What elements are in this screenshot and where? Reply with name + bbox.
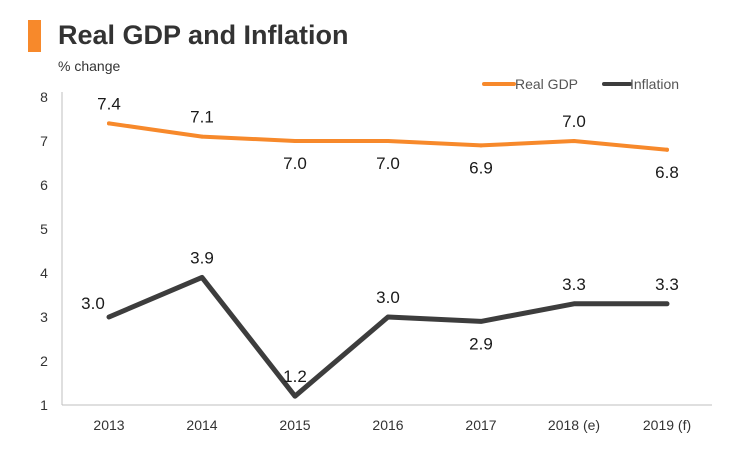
y-axis: 1 2 3 4 5 6 7 8 <box>40 89 63 413</box>
inflation-point <box>572 301 576 306</box>
y-axis-unit-label: % change <box>58 58 121 74</box>
inflation-point <box>107 315 111 319</box>
series-lines <box>106 121 670 399</box>
inflation-point <box>479 319 483 324</box>
x-axis: 2013 2014 2015 2016 2017 2018 (e) 2019 (f) <box>62 404 712 433</box>
gdp-point <box>479 143 483 148</box>
gdp-legend-label: Real GDP <box>515 76 578 92</box>
inflation-point <box>386 315 390 319</box>
inflation-legend-label: Inflation <box>630 76 679 92</box>
y-tick-label: 5 <box>40 221 48 237</box>
y-tick-label: 3 <box>40 309 48 325</box>
x-tick-label: 2015 <box>279 417 310 433</box>
gdp-data-label: 6.9 <box>469 158 493 177</box>
x-tick-label: 2013 <box>93 417 124 433</box>
y-tick-label: 2 <box>40 353 48 369</box>
inflation-point <box>665 301 669 306</box>
inflation-data-label: 3.3 <box>655 275 679 294</box>
gdp-data-label: 7.1 <box>190 108 214 127</box>
x-tick-label: 2019 (f) <box>643 417 691 433</box>
legend: Real GDP Inflation <box>482 76 679 92</box>
inflation-data-label: 3.0 <box>81 294 105 313</box>
inflation-data-label: 2.9 <box>469 334 493 353</box>
data-labels: 7.4 7.1 7.0 7.0 6.9 7.0 6.8 3.0 3.9 1.2 3.0 2.9 3.3 3… <box>81 94 679 386</box>
gdp-data-label: 6.8 <box>655 163 679 182</box>
y-tick-label: 6 <box>40 177 48 193</box>
inflation-point <box>200 275 204 280</box>
gdp-point <box>107 121 111 126</box>
inflation-data-label: 1.2 <box>283 367 307 386</box>
y-tick-label: 7 <box>40 133 48 149</box>
title-accent-bar <box>28 20 41 52</box>
chart-title: Real GDP and Inflation <box>58 20 349 50</box>
x-tick-label: 2016 <box>372 417 403 433</box>
gdp-point <box>386 139 390 143</box>
inflation-data-label: 3.9 <box>190 248 214 267</box>
gdp-point <box>200 134 204 139</box>
y-tick-label: 4 <box>40 265 48 281</box>
x-tick-label: 2018 (e) <box>548 417 600 433</box>
gdp-data-label: 7.0 <box>562 112 586 131</box>
x-tick-label: 2017 <box>465 417 496 433</box>
y-tick-label: 8 <box>40 89 48 105</box>
inflation-point <box>293 394 297 399</box>
gdp-data-label: 7.4 <box>97 94 121 113</box>
gdp-data-label: 7.0 <box>376 154 400 173</box>
gdp-data-label: 7.0 <box>283 154 307 173</box>
gdp-point <box>665 147 669 152</box>
gdp-point <box>293 139 297 143</box>
inflation-data-label: 3.3 <box>562 275 586 294</box>
y-tick-label: 1 <box>40 397 48 413</box>
x-tick-label: 2014 <box>186 417 217 433</box>
inflation-data-label: 3.0 <box>376 288 400 307</box>
gdp-point <box>572 139 576 143</box>
